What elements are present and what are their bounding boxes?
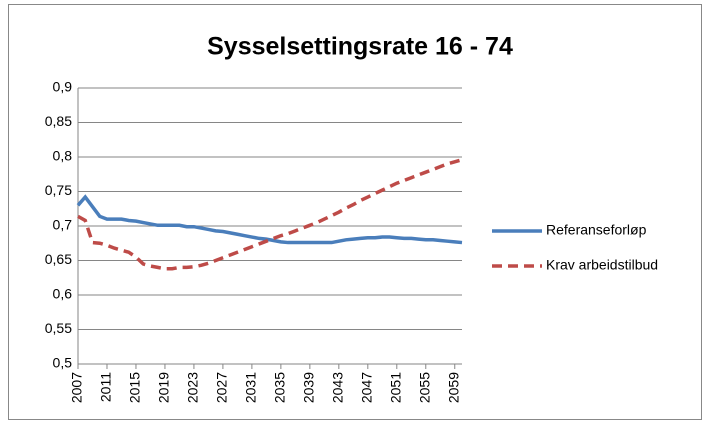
- x-tick-label: 2031: [243, 372, 259, 403]
- y-tick-label: 0,85: [45, 113, 72, 129]
- y-tick-label: 0,5: [53, 355, 73, 371]
- x-tick-label: 2019: [156, 372, 172, 403]
- x-tick-label: 2023: [185, 372, 201, 403]
- x-tick-label: 2047: [359, 372, 375, 403]
- x-tick-label: 2055: [416, 372, 432, 403]
- x-tick-label: 2043: [330, 372, 346, 403]
- y-tick-label: 0,65: [45, 251, 72, 267]
- x-tick-label: 2007: [69, 372, 85, 403]
- y-tick-label: 0,75: [45, 182, 72, 198]
- y-tick-label: 0,9: [53, 79, 73, 95]
- x-tick-label: 2039: [301, 372, 317, 403]
- y-tick-label: 0,55: [45, 320, 72, 336]
- x-tick-label: 2051: [387, 372, 403, 403]
- legend-label: Krav arbeidstilbud: [546, 257, 658, 273]
- series-line: [76, 194, 463, 245]
- x-tick-label: 2011: [98, 372, 114, 402]
- x-tick-label: 2035: [272, 372, 288, 403]
- y-tick-label: 0,8: [53, 148, 73, 164]
- x-tick-label: 2015: [127, 372, 143, 403]
- chart-title: Sysselsettingsrate 16 - 74: [207, 33, 513, 61]
- y-tick-label: 0,6: [53, 286, 73, 302]
- series-line: [77, 158, 463, 271]
- chart-frame: [8, 4, 702, 420]
- x-tick-label: 2059: [445, 372, 461, 403]
- y-tick-label: 0,7: [53, 217, 73, 233]
- x-tick-label: 2027: [214, 372, 230, 403]
- legend-label: Referanseforløp: [546, 222, 647, 238]
